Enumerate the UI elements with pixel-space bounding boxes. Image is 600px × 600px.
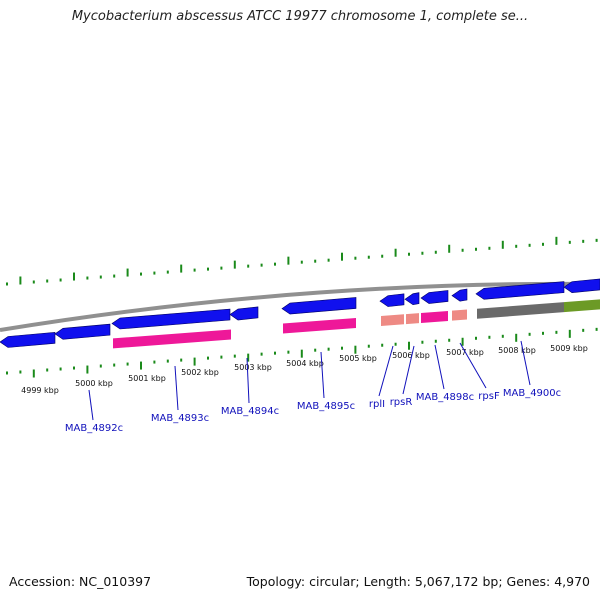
gene-label-leader	[88, 389, 94, 421]
scale-label: 5000 kbp	[75, 379, 113, 388]
gene-label-leader	[378, 345, 394, 397]
gene-bar	[421, 310, 448, 324]
gene-bar	[406, 313, 419, 325]
outer-tick-marks	[6, 236, 598, 286]
feature-track	[0, 278, 600, 349]
gene-label-leader	[320, 351, 325, 399]
cds-arrow	[0, 331, 56, 348]
gene-bar	[113, 329, 231, 349]
scale-label: 5002 kbp	[181, 368, 219, 377]
gene-label-leader	[402, 345, 415, 395]
gene-label-leader	[520, 340, 531, 386]
gene-bar	[381, 314, 404, 327]
cds-arrow	[404, 292, 420, 306]
gene-labels: MAB_4892c MAB_4893c MAB_4894c MAB_4895c rplI…	[65, 340, 561, 434]
cds-arrow	[229, 306, 259, 321]
cds-arrow	[54, 323, 111, 340]
inner-tick-marks	[6, 327, 598, 378]
accession-text: Accession: NC_010397	[9, 574, 152, 589]
scale-label: 5008 kbp	[498, 346, 536, 355]
cds-arrow	[281, 297, 357, 315]
gene-label-leader	[434, 344, 445, 390]
scale-label: 5009 kbp	[550, 344, 588, 353]
cds-arrow	[451, 288, 468, 302]
scale-label: 5003 kbp	[234, 363, 272, 372]
scale-label: 5006 kbp	[392, 351, 430, 360]
scale-label: 5001 kbp	[128, 374, 166, 383]
gene-label: rpsR	[390, 397, 413, 408]
gene-label-leader	[246, 357, 250, 404]
scale-label: 5005 kbp	[339, 354, 377, 363]
scale-label: 4999 kbp	[21, 386, 59, 395]
cds-arrow	[563, 278, 600, 293]
gene-bar	[452, 309, 467, 321]
scale-labels: 4999 kbp 5000 kbp 5001 kbp 5002 kbp 5003 kbp…	[21, 344, 588, 395]
gene-bar	[283, 317, 356, 334]
gene-label: MAB_4893c	[151, 413, 209, 424]
gene-label-leader	[459, 342, 487, 389]
map-title: Mycobacterium abscessus ATCC 19977 chrom…	[71, 9, 529, 24]
gene-label: MAB_4894c	[221, 406, 279, 417]
gene-label: MAB_4900c	[503, 388, 561, 399]
chromosome-backbone	[0, 281, 600, 332]
gene-label: MAB_4898c	[416, 392, 474, 403]
gene-label: MAB_4892c	[65, 423, 123, 434]
gene-label: rplI	[369, 399, 385, 410]
gene-bar	[477, 302, 564, 319]
gene-label: rpsF	[478, 391, 500, 402]
gene-label-leader	[174, 365, 179, 411]
cds-arrow	[379, 293, 405, 307]
scale-label: 5004 kbp	[286, 359, 324, 368]
gene-bar	[564, 299, 600, 313]
cds-arrow	[420, 290, 449, 304]
gene-label: MAB_4895c	[297, 401, 355, 412]
topology-stats-text: Topology: circular; Length: 5,067,172 bp…	[246, 574, 590, 589]
backbone-line	[0, 281, 600, 332]
